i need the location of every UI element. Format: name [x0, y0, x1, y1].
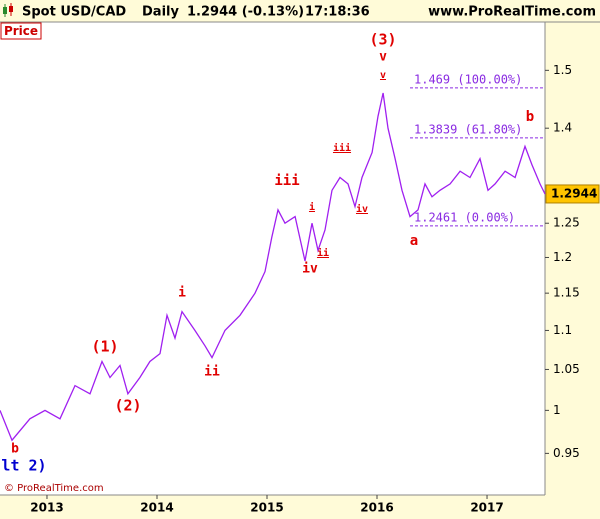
header-bar: [0, 0, 600, 22]
panel-label-box: [0, 22, 42, 40]
x-tick-label: 2016: [360, 501, 393, 515]
wave-label: v: [380, 70, 386, 81]
header-icon: [3, 3, 13, 17]
x-tick-label: 2013: [30, 501, 63, 515]
wave-label: lt 2): [1, 457, 46, 475]
wave-label: i: [309, 201, 315, 213]
x-axis-band: [0, 495, 600, 519]
y-tick-label: 0.95: [553, 446, 580, 460]
y-tick-label: 1.2: [553, 250, 572, 264]
price-tag-box: [545, 184, 600, 204]
fib-label: 1.469 (100.00%): [414, 72, 522, 86]
wave-label: (2): [114, 397, 141, 415]
wave-label: (3): [369, 31, 396, 49]
header-site: www.ProRealTime.com: [428, 5, 596, 20]
copyright: © ProRealTime.com: [4, 483, 104, 494]
wave-label: iv: [302, 262, 318, 277]
price-line: [0, 92, 546, 442]
y-tick-label: 1.15: [553, 286, 580, 300]
x-tick-label: 2017: [470, 501, 503, 515]
header-period: Daily: [142, 5, 179, 20]
y-tick-label: 1.1: [553, 323, 572, 337]
y-tick-label: 1: [553, 403, 561, 417]
wave-label: iii: [274, 173, 299, 189]
wave-label: v: [379, 50, 387, 65]
price-tag: 1.2944: [551, 186, 597, 200]
y-tick-label: 1.25: [553, 216, 580, 230]
y-axis-band: [545, 22, 600, 519]
fib-label: 1.2461 (0.00%): [414, 210, 515, 224]
wave-label: ii: [204, 365, 220, 380]
header-symbol: Spot USD/CAD: [22, 5, 126, 20]
x-tick-label: 2015: [250, 501, 283, 515]
wave-label: b: [11, 442, 19, 457]
wave-label: iii: [333, 142, 351, 154]
y-tick-label: 1.4: [553, 121, 572, 135]
header-last: 1.2944 (-0.13%): [187, 5, 304, 20]
wave-label: ii: [317, 247, 329, 259]
wave-label: (1): [91, 338, 118, 356]
wave-label: a: [410, 233, 418, 249]
wave-label: b: [526, 109, 534, 125]
y-tick-label: 1.05: [553, 362, 580, 376]
panel-label: Price: [4, 24, 38, 38]
header-time: 17:18:36: [305, 5, 370, 20]
wave-label: iv: [356, 203, 368, 215]
x-tick-label: 2014: [140, 501, 173, 515]
fib-label: 1.3839 (61.80%): [414, 122, 522, 136]
wave-label: i: [178, 286, 186, 301]
y-tick-label: 1.5: [553, 63, 572, 77]
